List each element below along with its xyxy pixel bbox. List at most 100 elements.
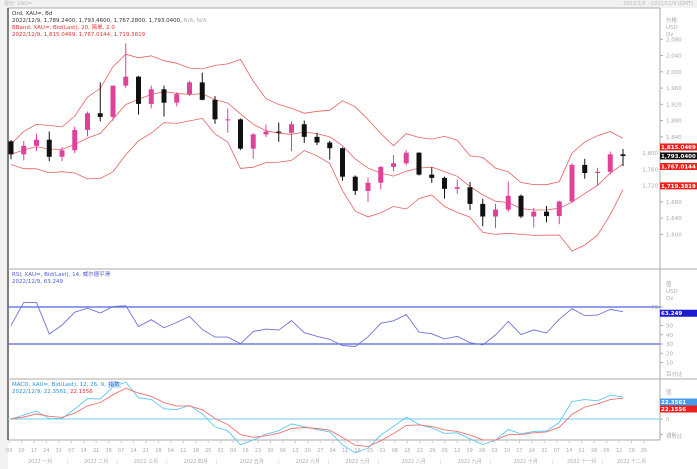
price-tick-label: 2,000 — [666, 70, 682, 76]
rsi-axis-footer: 百分比 — [666, 370, 683, 378]
symbol-label: 报价: XAU= — [4, 1, 32, 7]
bband-lower — [10, 117, 624, 252]
price-tick-label: 1,800 — [642, 151, 658, 157]
date-day-label: 14 — [130, 448, 136, 454]
month-separator: | — [116, 459, 118, 465]
macd-legend: MACD, XAU=, Bid(Last), 12, 26, 9, 指数 202… — [12, 382, 121, 396]
price-tick-label: 1,920 — [666, 102, 682, 108]
macd-legend-values: 2022/12/9, 22.3561, — [12, 389, 69, 395]
date-day-label: 20 — [305, 448, 311, 454]
candle-body — [416, 152, 422, 175]
macd-tick-label: 0 — [666, 417, 670, 423]
date-month-label: 2022 七月 — [345, 458, 369, 465]
rsi-tick-label: 50 — [666, 324, 673, 330]
date-month-label: 2022 六月 — [296, 458, 320, 465]
candle-body — [34, 139, 39, 146]
candle-body — [314, 136, 320, 143]
candle-body — [263, 131, 269, 135]
month-separator: | — [490, 459, 492, 465]
rsi-legend-title: RSI, XAU=, Bid(Last), 14, 威尔德平滑 — [12, 272, 111, 278]
date-day-label: 21 — [579, 448, 585, 454]
macd-badge — [660, 405, 697, 413]
candle-body — [454, 187, 460, 189]
candle-body — [85, 113, 90, 130]
candle-body — [493, 209, 498, 217]
date-day-label: 17 — [516, 448, 522, 454]
price-tick-label: 1,680 — [666, 200, 682, 206]
date-day-label: 16 — [242, 448, 248, 454]
candle-body — [607, 154, 613, 172]
month-separator: | — [440, 459, 442, 465]
plot-frame — [7, 7, 661, 441]
macd-badge — [660, 398, 697, 406]
date-day-label: 24 — [529, 448, 535, 454]
price-badge-label: 1,815.0469 — [661, 145, 696, 151]
candle-body — [480, 203, 486, 217]
candle-body — [582, 164, 588, 174]
price-axis-header: USD — [666, 25, 678, 31]
date-day-label: 10 — [18, 448, 24, 454]
date-day-label: 13 — [292, 448, 298, 454]
candle-body — [250, 134, 256, 149]
price-badge-label: 1,767.0144 — [661, 165, 696, 171]
date-day-label: 23 — [255, 448, 261, 454]
left-strip — [0, 8, 8, 469]
date-day-label: 11 — [180, 448, 186, 454]
date-month-label: 2022 一月 — [28, 459, 52, 465]
macd-legend-title: MACD, XAU=, Bid(Last), 12, 26, 9, — [12, 382, 106, 388]
month-separator: | — [552, 459, 554, 465]
date-day-label: 15 — [404, 448, 410, 454]
price-badge-label: 1,719.3819 — [661, 184, 696, 190]
candle-body — [556, 201, 562, 217]
rsi-tick-label: 10 — [666, 361, 673, 367]
candle-body — [8, 141, 14, 155]
month-separator: | — [328, 459, 330, 465]
candle-body — [136, 76, 141, 104]
candle-body — [518, 195, 524, 217]
month-separator: | — [278, 459, 280, 465]
price-legend-na: N/A, N/A — [183, 18, 207, 24]
date-day-label: 12 — [454, 448, 460, 454]
bband-upper — [10, 53, 624, 186]
date-day-label: 18 — [354, 448, 360, 454]
price-tick-label: 1,760 — [642, 167, 658, 173]
date-month-label: 2022 八月 — [401, 459, 425, 465]
date-day-label: 02 — [217, 448, 223, 454]
price-legend-values: 2022/12/9, 1,789.2400, 1,793.4600, 1,767… — [12, 18, 182, 24]
date-day-label: 28 — [155, 448, 161, 454]
candle-body — [46, 139, 52, 157]
candle-body — [365, 182, 371, 191]
date-day-label: 01 — [379, 448, 385, 454]
price-badge — [660, 152, 697, 160]
date-range: 2022/1/5 - 2022/12/9 (GMT) — [623, 1, 693, 7]
month-separator: | — [602, 459, 604, 465]
candle-body — [21, 145, 27, 155]
macd-signal-line — [10, 387, 624, 448]
date-day-label: 21 — [93, 448, 99, 454]
rsi-line — [10, 301, 624, 347]
rsi-tick-label: 30 — [666, 342, 673, 348]
candle-body — [238, 119, 243, 149]
candle-body — [225, 119, 231, 121]
date-day-label: 11 — [342, 448, 348, 454]
date-day-label: 12 — [616, 448, 622, 454]
rsi-tick-label: 20 — [666, 351, 673, 357]
candle-body — [340, 148, 345, 177]
date-month-label: 2022 十一月 — [567, 458, 596, 465]
candle-body — [378, 166, 384, 183]
date-day-label: 08 — [392, 448, 398, 454]
date-day-label: 22 — [417, 448, 423, 454]
date-day-label: 14 — [81, 448, 87, 454]
date-day-label: 07 — [118, 448, 124, 454]
rsi-badge — [660, 309, 697, 317]
price-tick-label: 1,720 — [642, 184, 658, 190]
date-day-label: 19 — [466, 448, 472, 454]
month-separator: | — [378, 459, 380, 465]
date-day-label: 09 — [230, 448, 236, 454]
date-day-label: 04 — [330, 448, 336, 454]
date-day-label: 25 — [205, 448, 211, 454]
price-tick-label: 1,880 — [666, 119, 682, 125]
candle-body — [301, 124, 307, 137]
macd-axis-footer: 百分比 — [666, 432, 683, 440]
